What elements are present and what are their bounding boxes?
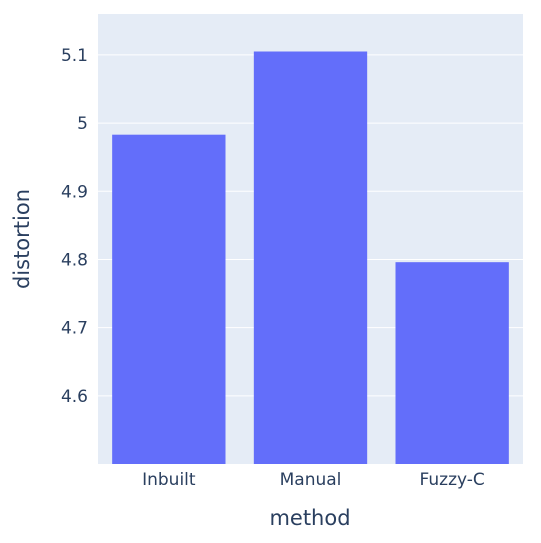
y-axis-title: distortion (10, 189, 34, 289)
y-tick-label: 4.7 (61, 319, 88, 339)
x-tick-labels: Inbuilt Manual Fuzzy-C (142, 470, 485, 490)
x-axis-title: method (269, 506, 350, 530)
bar-fuzzy-c (395, 262, 509, 464)
y-tick-label: 5.1 (61, 46, 88, 66)
bar-manual (253, 51, 368, 464)
y-tick-label: 5 (77, 114, 88, 134)
y-tick-label: 4.9 (61, 182, 88, 202)
y-tick-labels: 4.6 4.7 4.8 4.9 5 5.1 (61, 46, 88, 407)
y-tick-label: 4.6 (61, 387, 88, 407)
x-tick-label: Fuzzy-C (420, 470, 485, 490)
x-tick-label: Manual (280, 470, 342, 490)
y-tick-label: 4.8 (61, 250, 88, 270)
bars (112, 51, 509, 464)
x-tick-label: Inbuilt (142, 470, 196, 490)
bar-inbuilt (112, 134, 226, 464)
